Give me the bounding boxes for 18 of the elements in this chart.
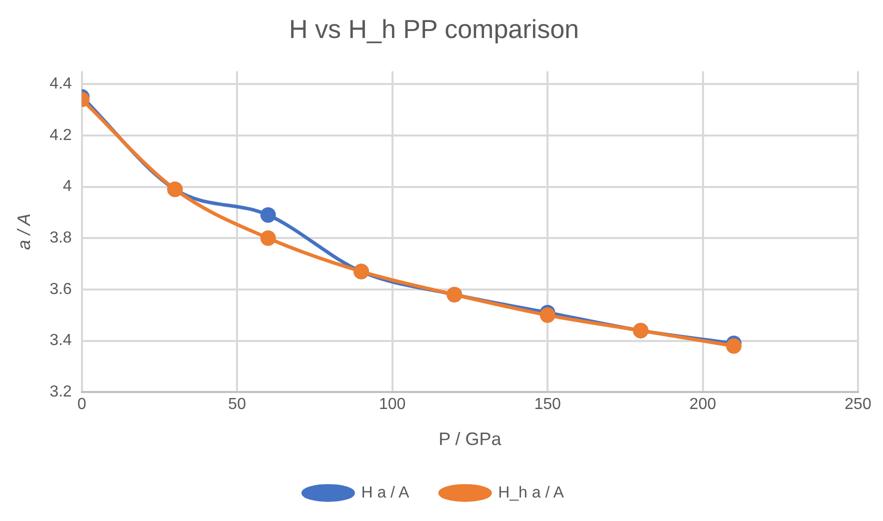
x-tick-label: 50 [228, 396, 246, 414]
y-tick-label: 3.2 [50, 384, 72, 401]
legend-label: H a / A [361, 484, 410, 502]
y-tick-label: 3.6 [50, 280, 72, 298]
x-axis-title: P / GPa [438, 429, 502, 450]
y-tick-label: 4 [62, 178, 72, 196]
x-tick-label: 0 [77, 396, 86, 414]
y-tick-label: 4.4 [50, 75, 72, 92]
x-tick-label: 150 [534, 396, 561, 414]
chart-title: H vs H_h PP comparison [289, 14, 579, 44]
y-tick-label: 3.4 [50, 332, 72, 350]
legend-label: H_h a / A [498, 484, 564, 502]
y-tick-label: 4.2 [50, 126, 72, 144]
y-axis-title: a / A [14, 214, 34, 250]
y-tick-label: 3.8 [50, 230, 72, 247]
x-tick-label: 100 [378, 396, 406, 414]
x-tick-label: 200 [689, 396, 716, 414]
x-tick-label: 250 [844, 396, 872, 414]
